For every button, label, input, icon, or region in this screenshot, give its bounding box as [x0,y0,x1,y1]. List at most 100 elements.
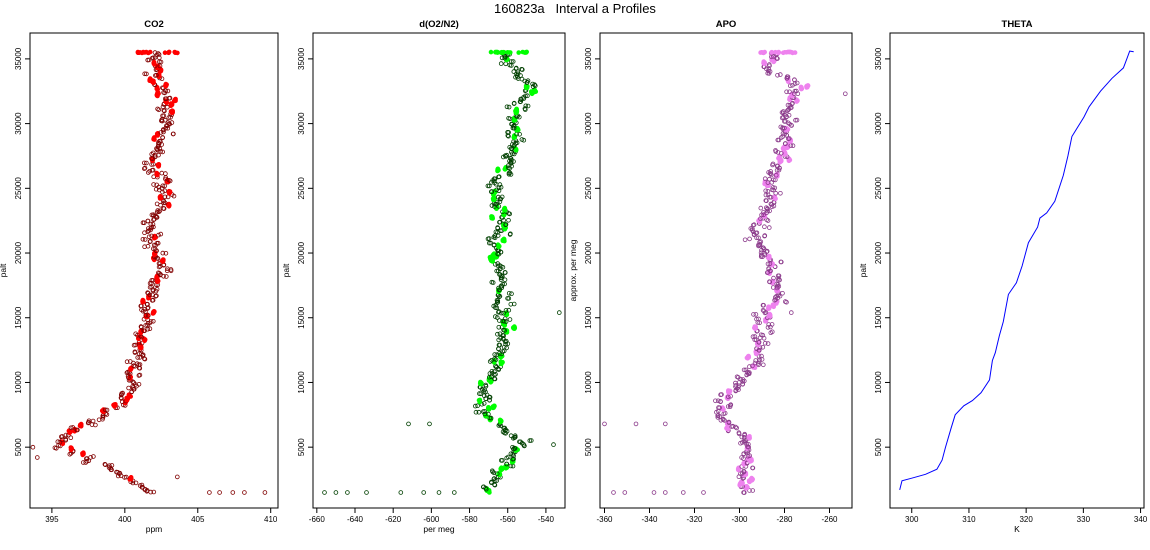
data-point [789,101,795,107]
data-point [162,183,168,189]
data-point [757,241,763,247]
data-point [151,212,156,218]
data-point [158,149,164,154]
data-point [512,433,518,439]
x-tick-label: -580 [462,515,479,524]
data-point [514,106,519,112]
data-point [481,393,487,399]
data-point [773,190,778,196]
data-point [500,281,506,287]
data-point [722,410,728,416]
data-point [59,434,65,439]
outlier-point [421,490,427,495]
data-point [523,103,529,109]
data-point [159,185,165,191]
data-point [728,402,734,408]
data-point [772,297,777,303]
data-point [133,331,139,337]
data-point [91,454,96,459]
x-tick-label: -600 [423,515,440,524]
x-tick-label: 300 [905,515,919,524]
data-point [142,244,147,250]
data-point [763,198,769,203]
data-point [149,233,154,239]
data-point [146,234,152,240]
data-point [496,309,502,314]
outlier-point [30,444,36,450]
data-point [785,74,791,80]
data-point [752,360,758,366]
data-point [523,50,529,55]
outlier-point [622,490,628,495]
data-point [138,324,144,329]
data-point [500,458,505,463]
data-point [126,392,132,398]
data-point [163,171,168,176]
data-point [734,425,739,431]
data-point [767,311,772,317]
data-point [151,182,156,187]
data-point [145,326,151,332]
data-point [144,160,149,166]
data-point [139,340,145,346]
data-point [507,155,513,161]
data-point [756,316,761,322]
data-point [765,206,770,211]
data-point [747,236,752,242]
data-point [767,279,772,285]
y-tick-label: 35000 [14,47,23,70]
data-point [765,325,771,330]
data-point [499,465,504,471]
data-point [725,388,731,393]
data-point [759,353,764,359]
outlier-point [611,490,616,495]
data-point [507,116,513,122]
data-point [169,108,175,113]
data-point [473,409,479,415]
data-point [511,456,517,462]
data-point [766,266,771,271]
data-point [776,167,782,173]
data-point [496,204,502,209]
y-tick-label: 15000 [14,306,23,329]
outlier-point [662,421,668,427]
data-point [748,226,754,231]
data-point [486,240,492,246]
data-point [154,182,160,188]
outlier-point [451,490,457,495]
data-point [504,345,509,351]
data-point [494,268,500,274]
y-tick-label: 25000 [14,177,23,200]
data-point [151,59,157,65]
data-point [768,330,774,336]
outlier-point [406,421,411,427]
y-tick-label: 20000 [14,241,23,264]
data-point [759,357,765,362]
data-point [157,271,162,276]
data-point [107,463,112,469]
data-point [163,88,169,94]
data-point [63,432,69,438]
data-point [729,424,734,429]
data-point [161,206,166,211]
panel-frame [599,32,853,509]
data-point [495,166,501,172]
data-point [763,205,769,211]
data-point [158,194,163,199]
data-point [532,82,537,87]
data-point [786,49,792,55]
data-point [750,488,755,493]
data-point [767,176,772,182]
data-point [741,468,747,474]
data-point [496,342,502,348]
data-point [488,415,494,421]
data-point [739,455,744,460]
data-point [713,398,718,404]
data-point [505,130,510,135]
data-point [750,465,755,471]
data-point [489,480,494,486]
data-point [769,49,775,55]
data-point [786,113,792,118]
data-point [519,137,525,142]
data-point [775,163,780,169]
